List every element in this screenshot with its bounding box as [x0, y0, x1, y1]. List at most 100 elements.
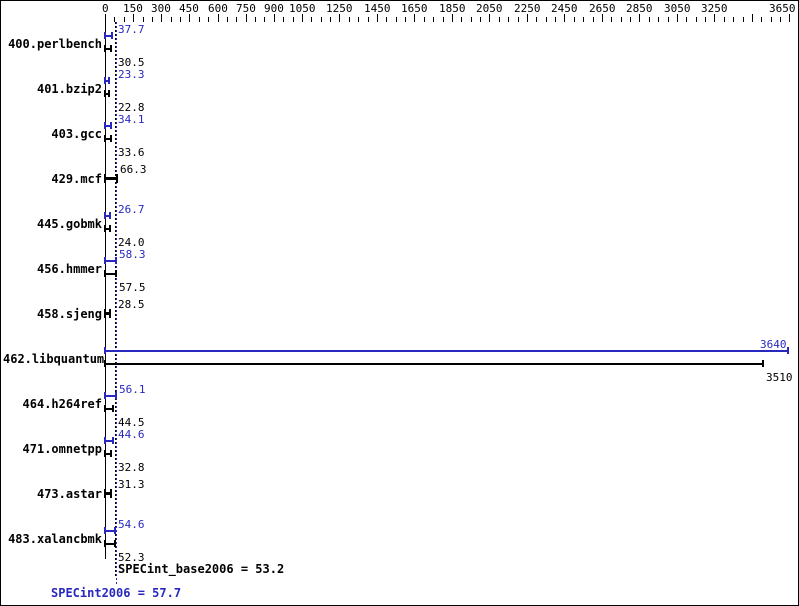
x-axis-tick-label: 0 — [102, 2, 109, 15]
benchmark-label: 473.astar — [36, 487, 102, 501]
bar-end-cap — [108, 77, 110, 84]
x-axis-major-tick — [527, 14, 528, 22]
bar-end-cap — [115, 392, 117, 399]
bar-line — [104, 48, 112, 50]
x-axis-minor-tick — [368, 17, 369, 22]
x-axis-minor-tick — [508, 17, 509, 22]
peak-bar — [104, 347, 789, 354]
x-axis-minor-tick — [771, 17, 772, 22]
x-axis-tick-label: 1650 — [401, 2, 428, 15]
x-axis-minor-tick — [180, 17, 181, 22]
summary-base-text: SPECint_base2006 = 53.2 — [118, 562, 285, 576]
peak-bar — [104, 32, 113, 39]
bar-end-cap — [762, 360, 764, 367]
base-bar — [104, 360, 764, 367]
x-axis-tick-label: 1250 — [326, 2, 353, 15]
peak-value-label: 58.3 — [119, 248, 146, 261]
bar-line — [104, 273, 117, 275]
bar-line — [104, 492, 112, 495]
bar-line — [104, 215, 111, 217]
bar-line — [104, 440, 114, 442]
x-axis-minor-tick — [630, 17, 631, 22]
x-axis-minor-tick — [649, 17, 650, 22]
x-axis-minor-tick — [583, 17, 584, 22]
summary-peak-text: SPECint2006 = 57.7 — [51, 586, 182, 600]
x-axis-minor-tick — [114, 17, 115, 22]
x-axis-major-tick — [302, 14, 303, 22]
peak-bar — [104, 257, 117, 264]
single-value-label: 31.3 — [118, 478, 145, 491]
x-axis-minor-tick — [461, 17, 462, 22]
x-axis-tick-label: 1450 — [364, 2, 391, 15]
base-value-label: 33.6 — [118, 146, 145, 159]
bar-end-cap — [112, 437, 114, 444]
x-axis-minor-tick — [311, 17, 312, 22]
x-axis-minor-tick — [264, 17, 265, 22]
x-axis-tick-label: 1050 — [289, 2, 316, 15]
peak-value-label: 56.1 — [119, 383, 146, 396]
x-axis-minor-tick — [171, 17, 172, 22]
x-axis-major-tick — [564, 14, 565, 22]
x-axis-tick-label: 300 — [151, 2, 171, 15]
x-axis-minor-tick — [330, 17, 331, 22]
x-axis-major-tick — [677, 14, 678, 22]
bar-line — [104, 453, 112, 455]
bar-end-cap — [111, 32, 113, 39]
base-bar — [104, 45, 112, 52]
bar-line — [104, 543, 116, 545]
base-bar — [104, 405, 114, 412]
x-axis-tick-label: 2050 — [476, 2, 503, 15]
x-axis-minor-tick — [705, 17, 706, 22]
peak-bar — [104, 437, 114, 444]
x-axis-major-tick — [752, 14, 753, 22]
x-axis-tick-label: 3250 — [701, 2, 728, 15]
base-mean-dotted-line — [115, 22, 116, 576]
x-axis-minor-tick — [433, 17, 434, 22]
peak-value-label: 3640 — [760, 338, 787, 351]
peak-mean-dotted-line — [116, 22, 117, 585]
x-axis-minor-tick — [424, 17, 425, 22]
x-axis-major-tick — [789, 14, 790, 22]
x-axis-tick-label: 2650 — [589, 2, 616, 15]
x-axis-minor-tick — [208, 17, 209, 22]
x-axis-major-tick — [639, 14, 640, 22]
x-axis-minor-tick — [621, 17, 622, 22]
x-axis-minor-tick — [686, 17, 687, 22]
bar-end-cap — [109, 212, 111, 219]
bar-end-cap — [110, 122, 112, 129]
x-axis-tick-label: 1850 — [439, 2, 466, 15]
bar-line — [104, 35, 113, 37]
single-bar — [104, 309, 111, 318]
bar-line — [104, 80, 110, 82]
bar-line — [104, 530, 116, 532]
bar-end-cap — [787, 347, 789, 354]
bar-end-cap — [115, 270, 117, 277]
base-bar — [104, 225, 111, 232]
benchmark-label: 483.xalancbmk — [8, 532, 102, 546]
bar-line — [104, 177, 118, 180]
peak-value-label: 54.6 — [118, 518, 145, 531]
bar-end-cap — [112, 405, 114, 412]
base-value-label: 22.8 — [118, 101, 145, 114]
x-axis-tick-label: 150 — [123, 2, 143, 15]
base-value-label: 52.3 — [118, 551, 145, 564]
x-axis-minor-tick — [743, 17, 744, 22]
bar-line — [104, 395, 117, 397]
bar-end-cap — [109, 309, 111, 318]
x-axis-tick-label: 750 — [236, 2, 256, 15]
base-bar — [104, 90, 110, 97]
x-axis-minor-tick — [480, 17, 481, 22]
x-axis-minor-tick — [255, 17, 256, 22]
x-axis-minor-tick — [546, 17, 547, 22]
base-value-label: 32.8 — [118, 461, 145, 474]
x-axis-minor-tick — [518, 17, 519, 22]
x-axis-major-tick — [189, 14, 190, 22]
bar-line — [104, 93, 110, 95]
x-axis-minor-tick — [349, 17, 350, 22]
x-axis-tick-label: 450 — [179, 2, 199, 15]
single-value-label: 66.3 — [120, 163, 147, 176]
base-bar — [104, 135, 112, 142]
x-axis-minor-tick — [443, 17, 444, 22]
x-axis-minor-tick — [536, 17, 537, 22]
